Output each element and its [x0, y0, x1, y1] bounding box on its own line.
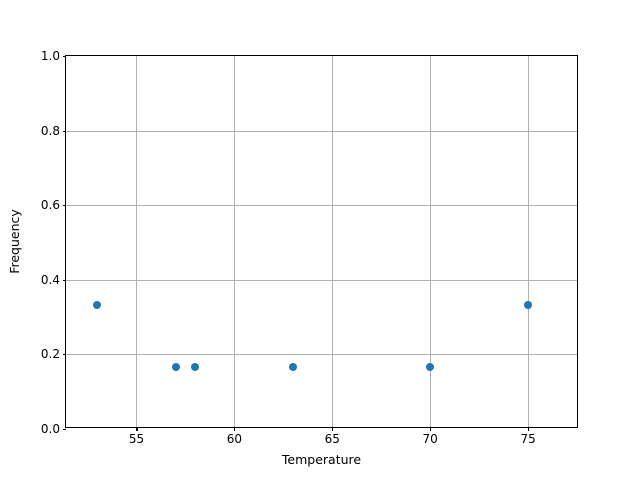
x-tick-mark [528, 427, 530, 431]
y-tick-label: 0.0 [40, 422, 60, 436]
x-tick-label: 55 [128, 432, 145, 446]
y-tick-mark [62, 205, 66, 207]
data-point [171, 362, 180, 371]
y-tick-mark [62, 429, 66, 431]
data-point [93, 300, 102, 309]
x-tick-mark [234, 427, 236, 431]
x-tick-mark [136, 427, 138, 431]
gridline-vertical [430, 56, 432, 427]
x-axis-label: Temperature [281, 452, 362, 467]
y-tick-label: 0.4 [40, 272, 60, 287]
gridline-horizontal [66, 354, 577, 356]
gridline-vertical [528, 56, 530, 427]
y-tick-mark [62, 130, 66, 132]
gridline-vertical [332, 56, 334, 427]
gridline-horizontal [66, 130, 577, 132]
gridline-vertical [234, 56, 236, 427]
x-tick-mark [430, 427, 432, 431]
y-tick-label: 0.2 [40, 347, 60, 362]
data-point [426, 362, 435, 371]
x-tick-mark [332, 427, 334, 431]
gridline-horizontal [66, 205, 577, 207]
y-tick-label: 0.6 [40, 198, 60, 213]
data-point [191, 362, 200, 371]
gridline-vertical [136, 56, 138, 427]
y-tick-mark [62, 279, 66, 281]
y-axis-label: Frequency [6, 209, 22, 274]
y-axis-label-container: Frequency [0, 55, 28, 428]
gridline-horizontal [66, 279, 577, 281]
data-point [524, 300, 533, 309]
x-tick-label: 70 [422, 432, 438, 446]
y-tick-label: 0.8 [40, 123, 60, 138]
plot-area: 55 60 65 70 75 0.0 0.2 0.4 0.6 0.8 1.0 [41, 49, 578, 446]
data-point [289, 362, 298, 371]
x-tick-label: 75 [520, 432, 536, 446]
x-tick-label: 65 [324, 432, 340, 446]
x-tick-label: 60 [226, 432, 243, 446]
y-tick-mark [62, 354, 66, 356]
y-tick-label: 1.0 [40, 49, 60, 63]
y-tick-mark [62, 56, 66, 58]
